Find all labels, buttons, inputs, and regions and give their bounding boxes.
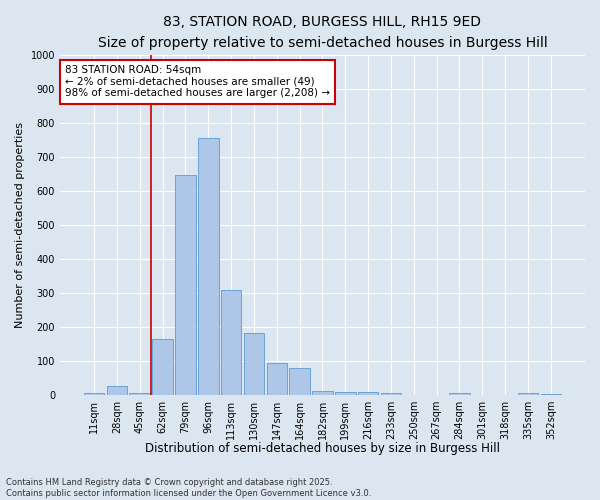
Bar <box>84 394 104 395</box>
Bar <box>198 138 218 395</box>
Bar <box>335 392 356 395</box>
Bar <box>107 386 127 395</box>
Bar <box>380 394 401 395</box>
Bar <box>266 364 287 395</box>
Bar <box>289 368 310 395</box>
Y-axis label: Number of semi-detached properties: Number of semi-detached properties <box>15 122 25 328</box>
Bar <box>358 392 379 395</box>
Bar <box>312 391 333 395</box>
X-axis label: Distribution of semi-detached houses by size in Burgess Hill: Distribution of semi-detached houses by … <box>145 442 500 455</box>
Bar <box>449 394 470 395</box>
Text: Contains HM Land Registry data © Crown copyright and database right 2025.
Contai: Contains HM Land Registry data © Crown c… <box>6 478 371 498</box>
Bar <box>130 394 150 395</box>
Bar <box>541 394 561 395</box>
Bar <box>152 339 173 395</box>
Bar <box>244 333 264 395</box>
Bar <box>518 394 538 395</box>
Bar <box>221 290 241 395</box>
Text: 83 STATION ROAD: 54sqm
← 2% of semi-detached houses are smaller (49)
98% of semi: 83 STATION ROAD: 54sqm ← 2% of semi-deta… <box>65 65 330 98</box>
Bar <box>175 174 196 395</box>
Title: 83, STATION ROAD, BURGESS HILL, RH15 9ED
Size of property relative to semi-detac: 83, STATION ROAD, BURGESS HILL, RH15 9ED… <box>98 15 547 50</box>
